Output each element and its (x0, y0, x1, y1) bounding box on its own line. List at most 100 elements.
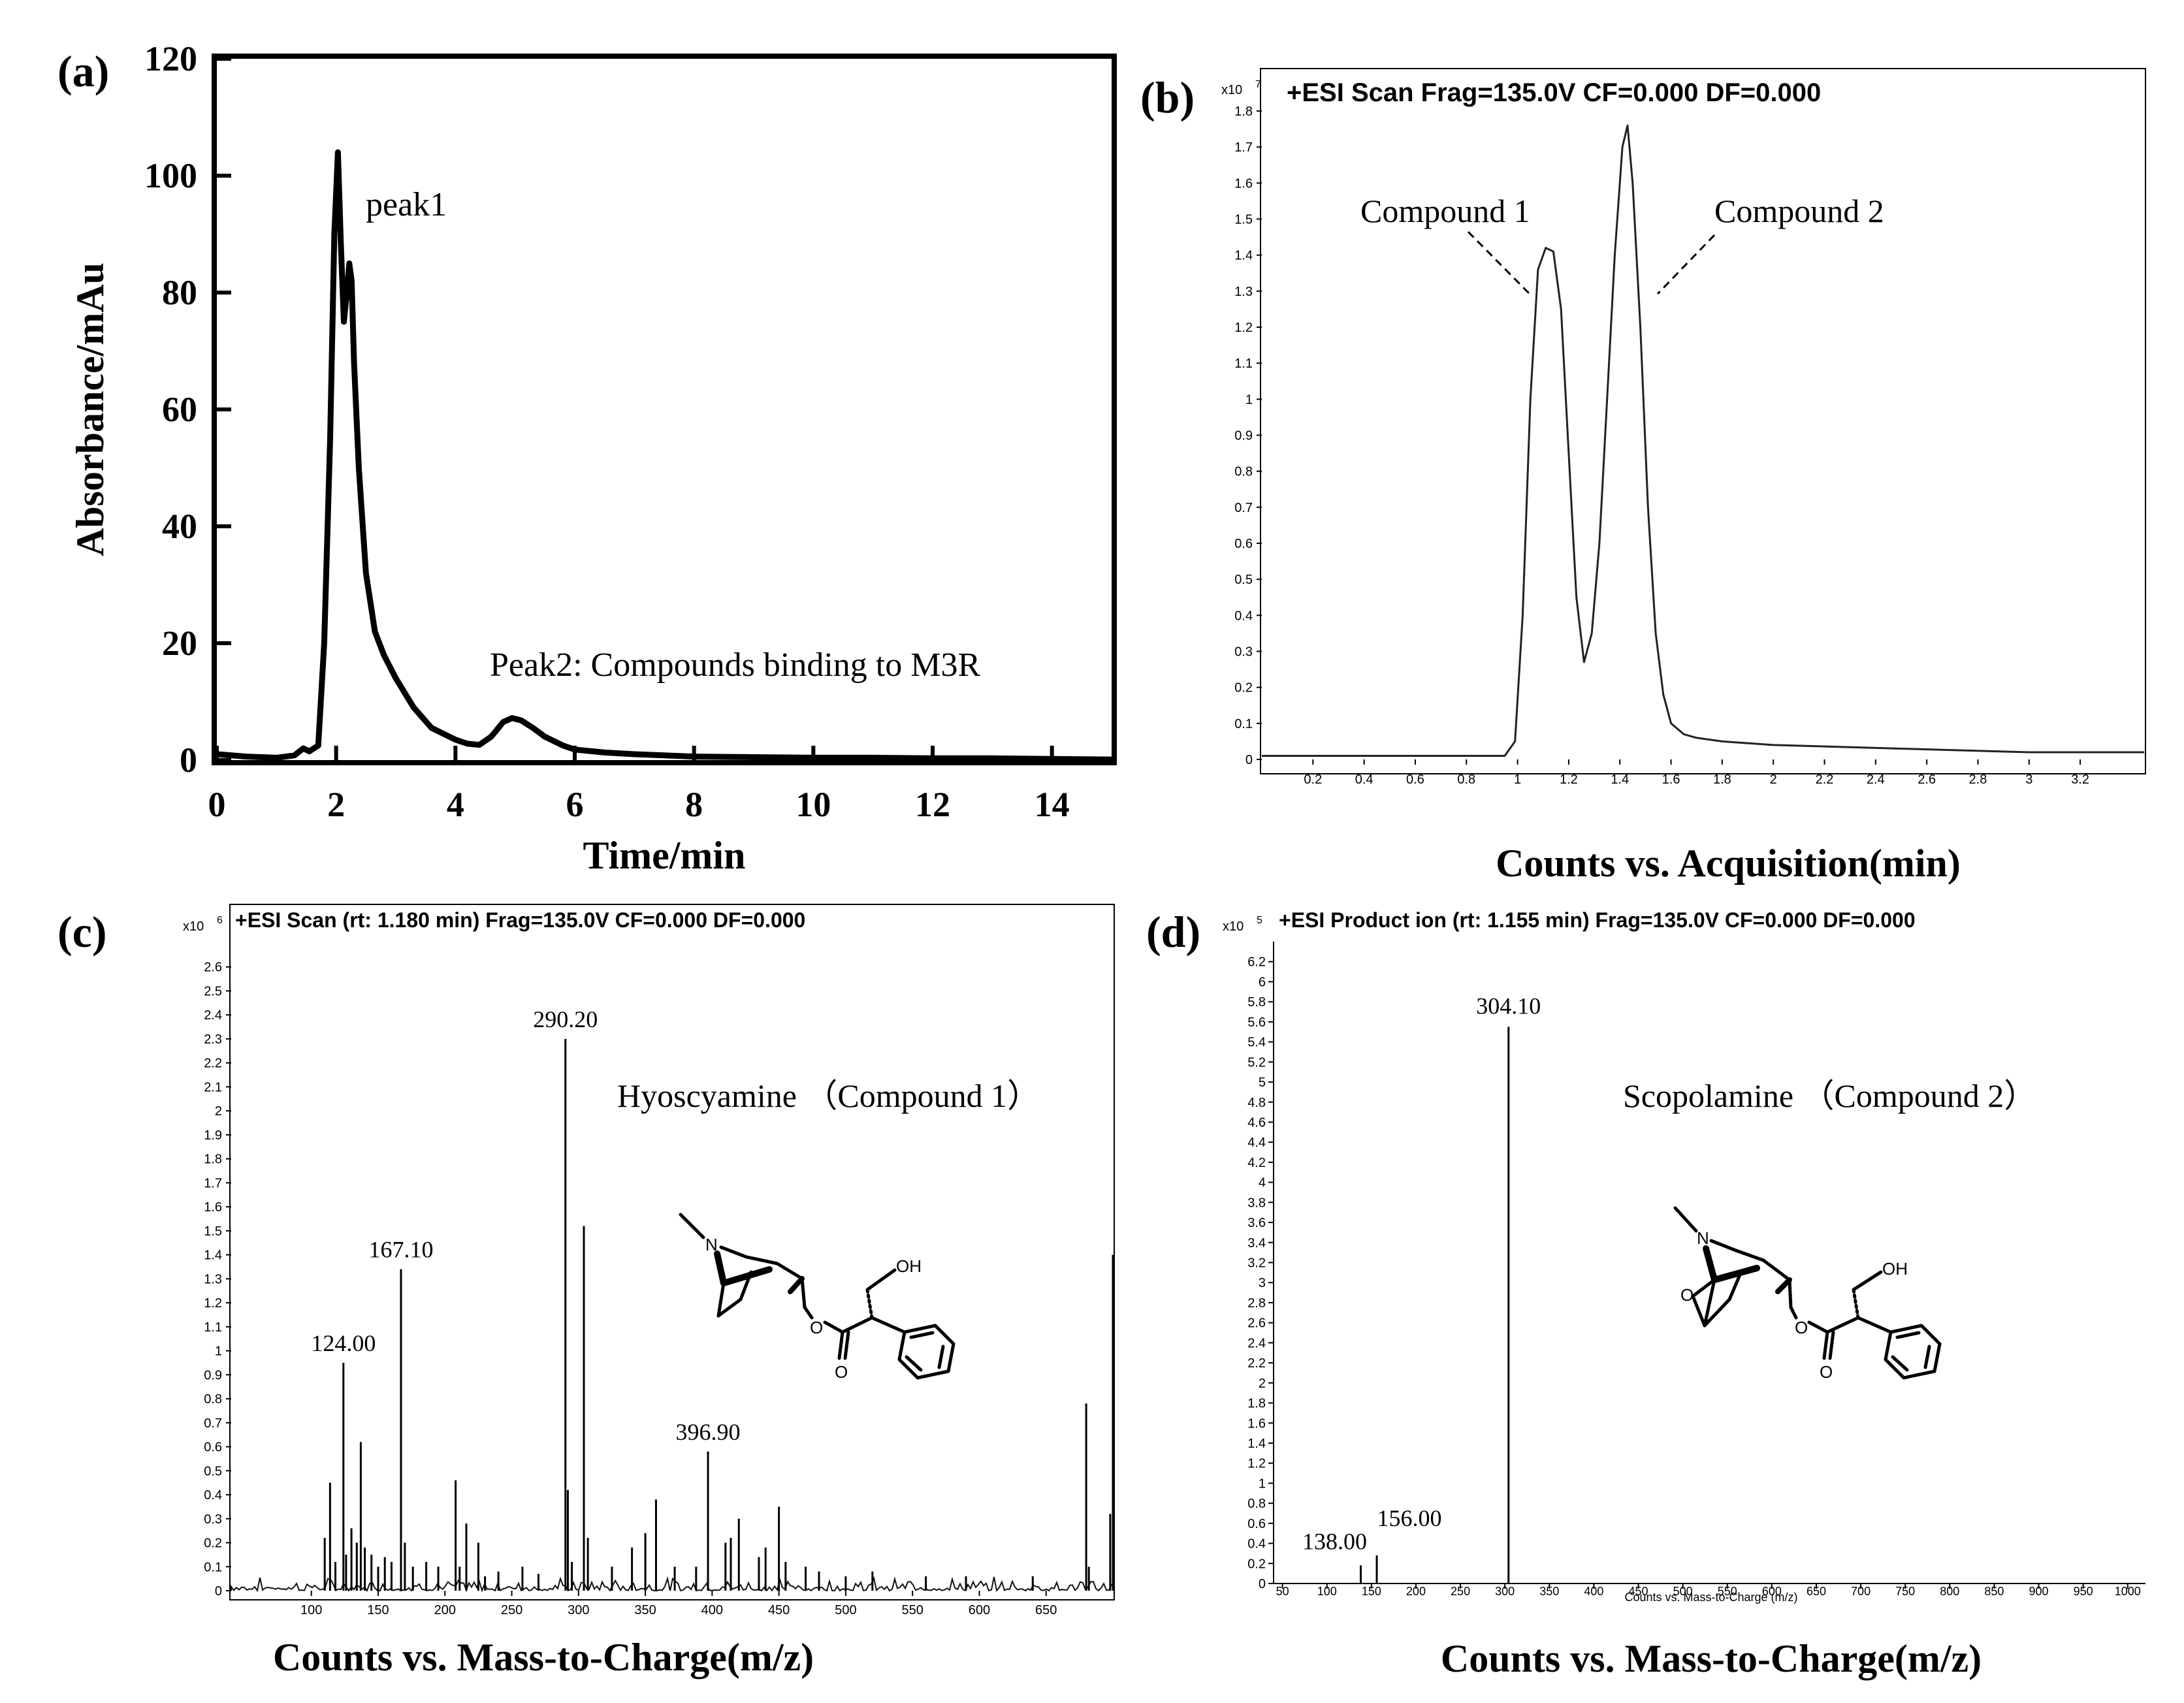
x-tick-label-a: 10 (795, 785, 831, 824)
x-tick-label-d: 50 (1276, 1585, 1289, 1598)
x-tick-label-d: 300 (1495, 1585, 1515, 1598)
chart-title-d: +ESI Product ion (rt: 1.155 min) Frag=13… (1279, 908, 1916, 932)
x-tick-label-d: 550 (1718, 1585, 1737, 1598)
leader-line-compound1 (1467, 231, 1531, 295)
atom-label-d-o-epoxide: O (1680, 1285, 1694, 1305)
y-tick-label-c: 1.7 (204, 1176, 222, 1190)
panel-label-c: (c) (57, 907, 106, 957)
panel-b: (b) x10 7 +ESI Scan Frag=135.0V CF=0.000… (1140, 68, 2146, 885)
x-axis-label-c: Counts vs. Mass-to-Charge(m/z) (273, 1636, 814, 1679)
y-tick-label-d: 1.4 (1247, 1437, 1266, 1451)
y-tick-label-d: 1.2 (1247, 1457, 1266, 1471)
y-tick-label-b: 0.6 (1234, 537, 1253, 551)
y-tick-label-d: 6 (1259, 975, 1266, 989)
y-tick-label-d: 2.4 (1247, 1336, 1266, 1350)
x-axis-label-a: Time/min (583, 834, 746, 877)
y-tick-label-b: 1.7 (1234, 140, 1253, 155)
x-tick-label-b: 2.4 (1867, 772, 1885, 787)
y-tick-label-d: 5.8 (1247, 995, 1266, 1010)
y-tick-label-b: 1.3 (1234, 285, 1253, 299)
x-tick-label-d: 750 (1895, 1585, 1915, 1598)
x-tick-label-b: 2.2 (1816, 772, 1834, 787)
y-tick-label-a: 100 (144, 156, 197, 195)
y-tick-label-d: 2.8 (1247, 1296, 1266, 1311)
peak-label-d: 156.00 (1377, 1505, 1442, 1531)
y-tick-label-c: 0.4 (204, 1488, 222, 1503)
x-tick-label-a: 4 (447, 785, 464, 824)
series-line-a (216, 149, 1112, 763)
x-tick-label-d: 600 (1762, 1585, 1782, 1598)
panel-c: (c) x10 6 +ESI Scan (rt: 1.180 min) Frag… (57, 904, 1115, 1679)
y-tick-label-d: 3.6 (1247, 1216, 1266, 1230)
x-tick-label-d: 850 (1984, 1585, 2004, 1598)
y-tick-label-b: 1.1 (1234, 357, 1253, 371)
x-tick-label-d: 700 (1851, 1585, 1871, 1598)
y-tick-label-c: 1.5 (204, 1224, 222, 1239)
x-tick-label-d: 250 (1451, 1585, 1470, 1598)
y-tick-label-d: 0.4 (1247, 1537, 1266, 1552)
x-tick-label-b: 2 (1770, 772, 1777, 787)
y-tick-label-d: 3 (1259, 1276, 1266, 1290)
annotation-peak2: Peak2: Compounds binding to M3R (490, 646, 980, 684)
axis-ticks-c: 100 150 200 250 300 350 400 450 500 550 600 650 0 0.1… (204, 961, 1057, 1617)
x-tick-label-c: 300 (568, 1603, 589, 1617)
y-tick-label-b: 1.2 (1234, 321, 1253, 335)
y-tick-label-d: 4.8 (1247, 1096, 1266, 1110)
peak-label-c: 396.90 (676, 1419, 741, 1445)
x-tick-label-d: 900 (2029, 1585, 2049, 1598)
x-tick-label-a: 12 (915, 785, 950, 824)
y-tick-label-d: 3.4 (1247, 1236, 1266, 1250)
x-tick-label-b: 0.8 (1457, 772, 1475, 787)
y-tick-label-d: 5.4 (1247, 1036, 1266, 1050)
peak-labels-c: 124.00 167.10 290.20 396.90 (311, 1006, 740, 1445)
x-tick-label-d: 100 (1317, 1585, 1337, 1598)
y-tick-label-d: 2 (1259, 1377, 1266, 1391)
leader-line-compound2 (1656, 234, 1716, 295)
y-tick-label-c: 2.5 (204, 984, 222, 998)
x-axis-label-b: Counts vs. Acquisition(min) (1496, 842, 1961, 885)
y-tick-label-b: 1 (1245, 392, 1253, 407)
x-axis-small-label-d: Counts vs. Mass-to-Charge (m/z) (1624, 1591, 1797, 1604)
y-tick-label-c: 1.8 (204, 1153, 222, 1167)
x-tick-label-c: 600 (969, 1603, 990, 1617)
x-tick-label-b: 1.6 (1662, 772, 1680, 787)
atom-label-d-oh: OH (1882, 1259, 1908, 1279)
y-tick-label-d: 0 (1259, 1577, 1266, 1591)
annotation-scopolamine: Scopolamine （Compound 2） (1623, 1077, 2036, 1114)
x-tick-label-a: 0 (208, 785, 226, 824)
x-tick-label-c: 200 (434, 1603, 456, 1617)
y-tick-label-c: 0.8 (204, 1392, 222, 1407)
x-tick-label-a: 6 (566, 785, 584, 824)
y-tick-label-d: 4.6 (1247, 1115, 1266, 1130)
y-multiplier-b: x10 (1221, 83, 1242, 97)
x-tick-label-b: 0.4 (1355, 772, 1373, 787)
x-tick-label-a: 8 (685, 785, 703, 824)
atom-label-c-o1: O (810, 1318, 823, 1337)
y-tick-label-b: 1.8 (1234, 104, 1253, 119)
y-tick-label-b: 0.5 (1234, 573, 1253, 587)
x-tick-label-d: 800 (1940, 1585, 1959, 1598)
spectrum-peaks-d (1360, 1027, 1510, 1584)
x-tick-label-d: 950 (2074, 1585, 2093, 1598)
x-tick-label-c: 100 (300, 1603, 322, 1617)
x-tick-label-c: 400 (701, 1603, 723, 1617)
annotation-compound1: Compound 1 (1360, 193, 1530, 229)
atom-label-c-oh: OH (896, 1256, 922, 1276)
y-tick-label-b: 0.8 (1234, 465, 1253, 479)
peak-label-c: 290.20 (533, 1006, 598, 1032)
y-tick-label-b: 1.4 (1234, 249, 1253, 263)
x-tick-label-d: 350 (1539, 1585, 1559, 1598)
y-tick-label-c: 1.1 (204, 1320, 222, 1335)
x-tick-label-c: 150 (367, 1603, 389, 1617)
panel-label-d: (d) (1146, 907, 1200, 957)
y-tick-label-d: 3.8 (1247, 1196, 1266, 1210)
panel-label-a: (a) (57, 46, 109, 96)
y-tick-label-c: 0.5 (204, 1464, 222, 1478)
y-tick-label-c: 2.2 (204, 1057, 222, 1071)
y-tick-label-d: 0.6 (1247, 1517, 1266, 1531)
x-tick-label-b: 0.2 (1304, 772, 1322, 787)
y-tick-label-c: 1 (215, 1345, 222, 1359)
x-tick-label-d: 200 (1406, 1585, 1426, 1598)
axis-ticks-a: 0 2 4 6 8 10 12 14 0 20 40 60 80 100 120 (144, 39, 1070, 824)
